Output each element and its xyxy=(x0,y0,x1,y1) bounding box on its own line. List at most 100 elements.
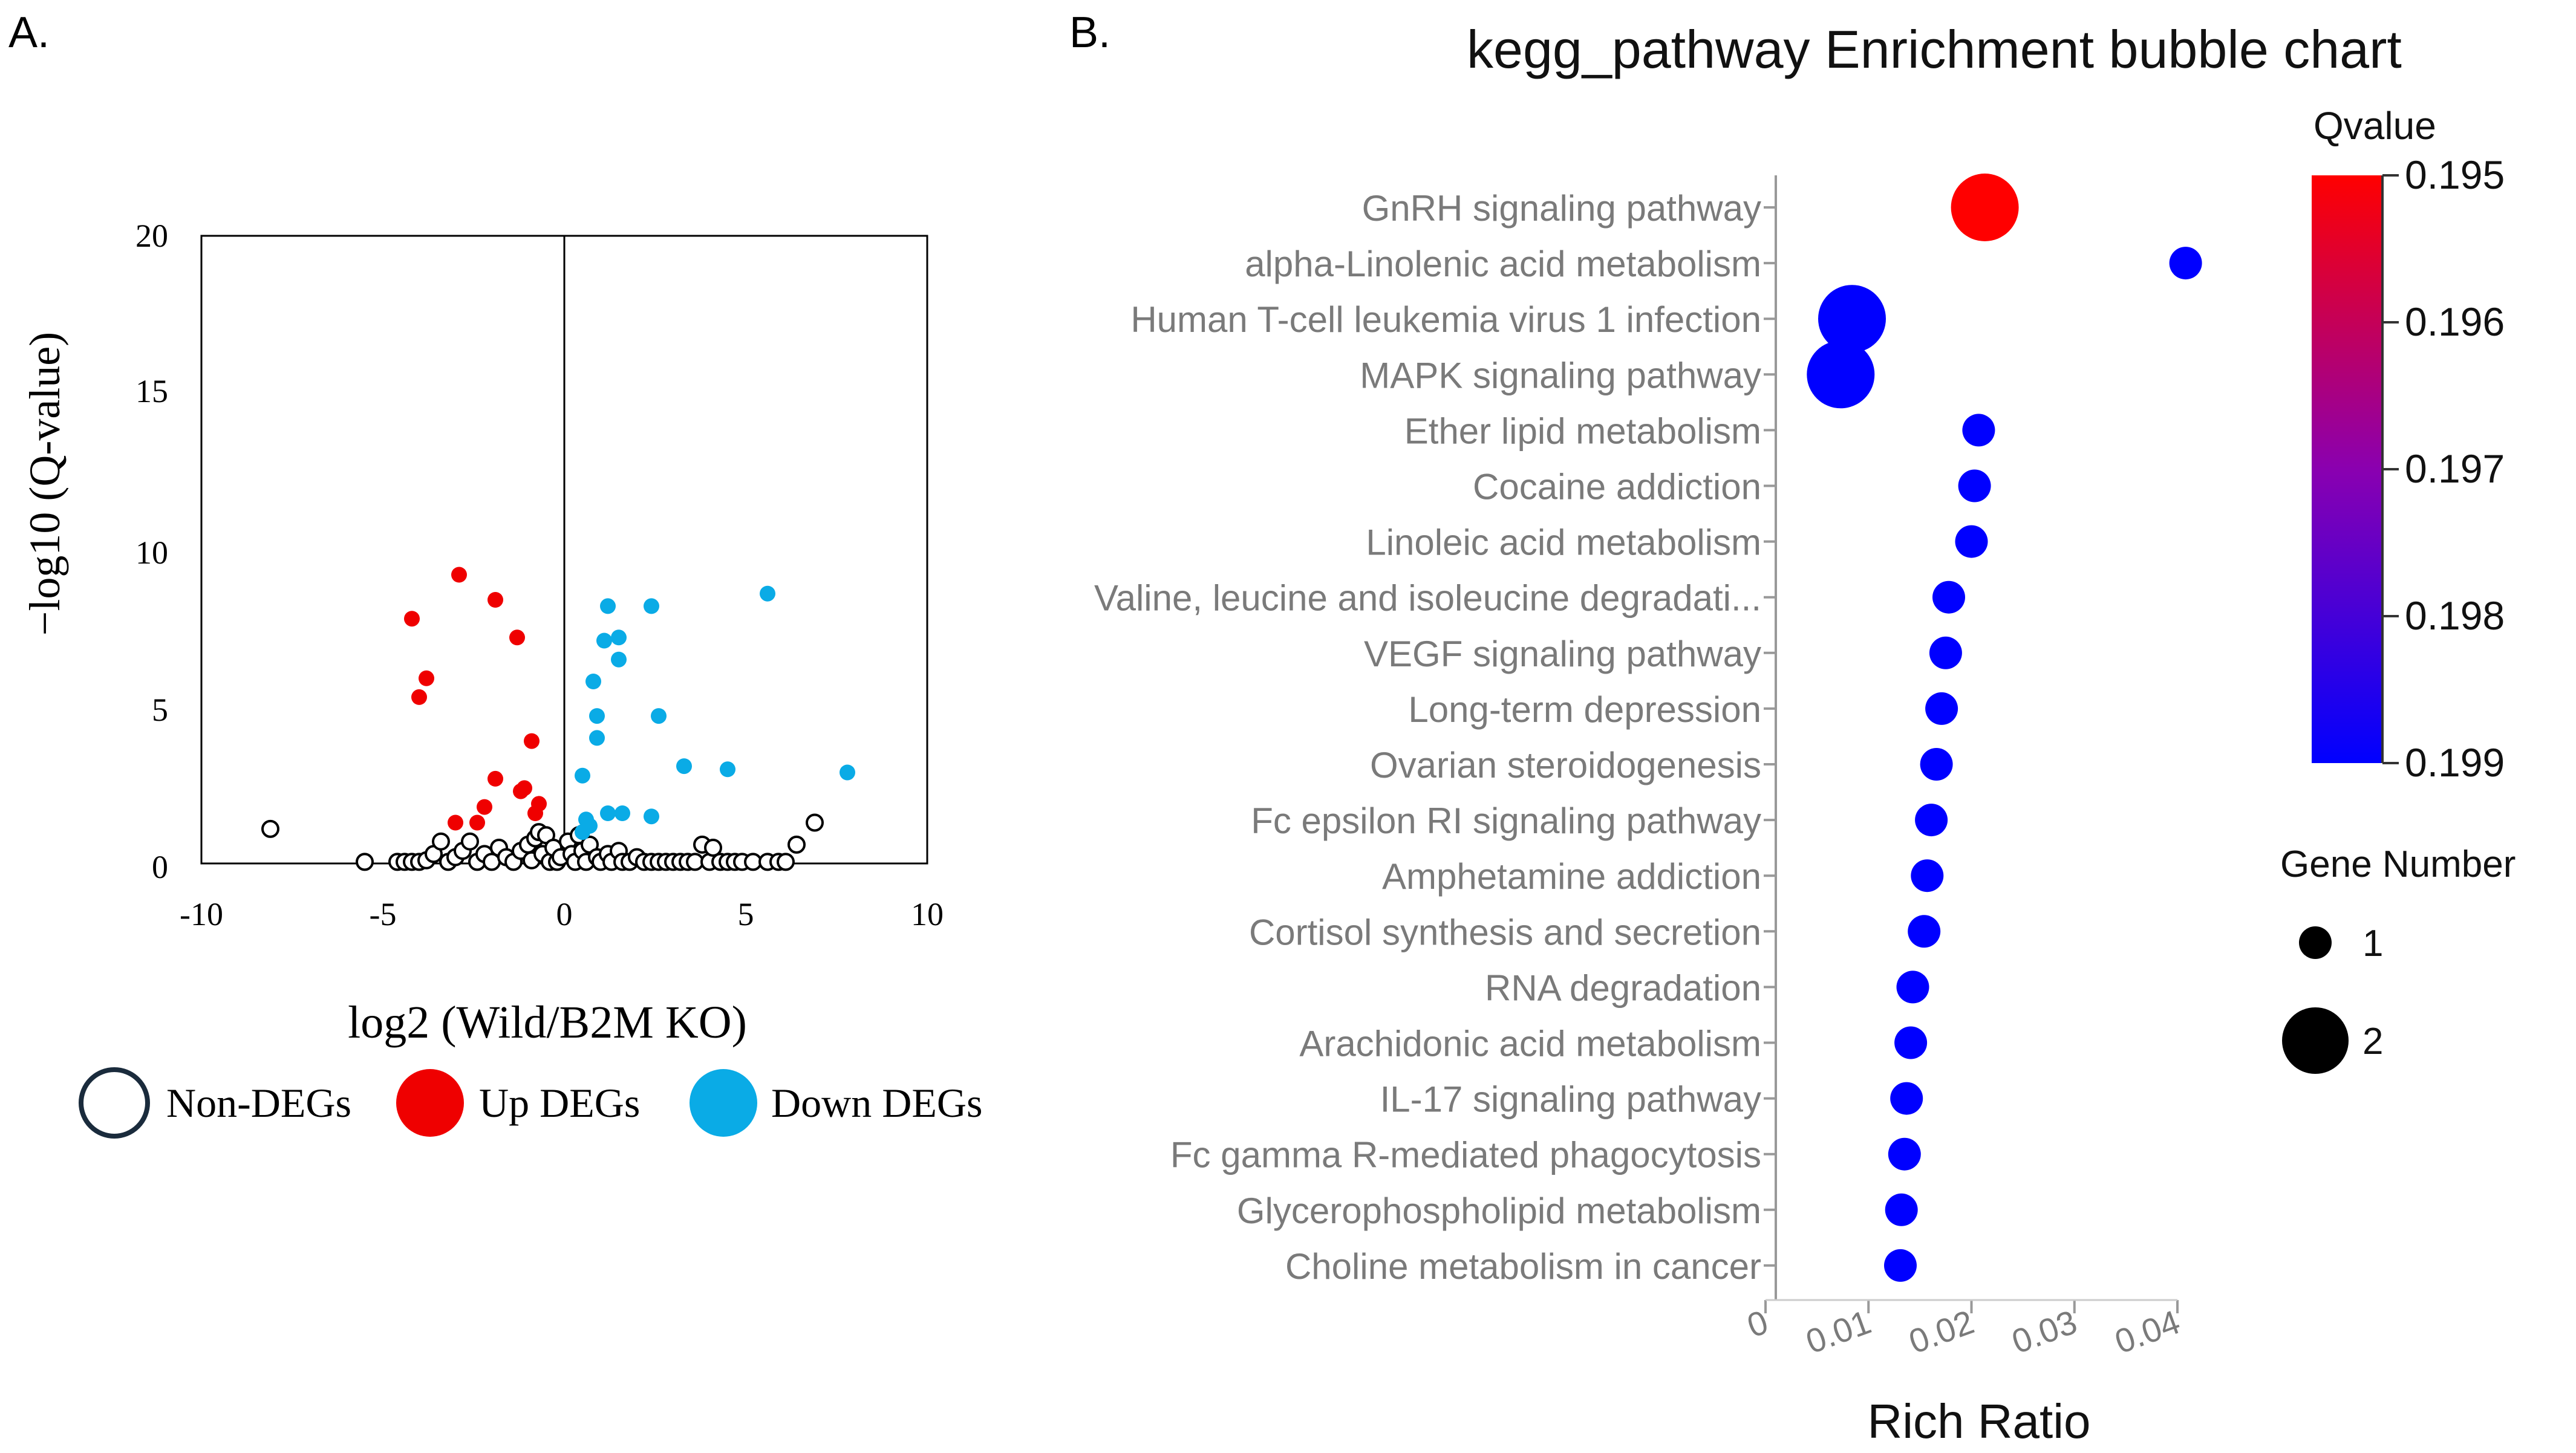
non-deg-point xyxy=(356,853,374,871)
pathway-label: alpha-Linolenic acid metabolism xyxy=(1245,244,1761,284)
pathway-label: Human T-cell leukemia virus 1 infection xyxy=(1130,299,1761,340)
pathway-label: VEGF signaling pathway xyxy=(1364,634,1761,674)
volcano-y-tick-labels: 0 5 10 15 20 xyxy=(135,218,168,885)
pathway-bubble xyxy=(1958,469,1991,502)
down-deg-point xyxy=(615,805,630,821)
down-deg-point xyxy=(575,824,590,840)
down-deg-point xyxy=(596,632,612,649)
legend-down-degs-marker xyxy=(690,1069,757,1137)
up-deg-point xyxy=(487,592,503,608)
volcano-points xyxy=(261,567,855,871)
legend-up-degs-label: Up DEGs xyxy=(479,1080,640,1126)
up-deg-point xyxy=(524,733,540,749)
panel-b-label: B. xyxy=(1069,8,1110,57)
pathway-bubble xyxy=(1925,692,1958,725)
up-deg-point xyxy=(469,814,485,831)
legend-non-degs-label: Non-DEGs xyxy=(166,1080,351,1126)
bubble-x-tick-label: 0.04 xyxy=(2110,1302,2185,1360)
down-deg-point xyxy=(644,598,659,614)
bubble-chart-title: kegg_pathway Enrichment bubble chart xyxy=(1467,19,2402,79)
volcano-x-tick: 5 xyxy=(738,896,754,932)
bubble-x-tick-label: 0 xyxy=(1742,1302,1773,1345)
pathway-label: MAPK signaling pathway xyxy=(1360,355,1761,395)
up-deg-point xyxy=(509,629,525,646)
pathway-label: Amphetamine addiction xyxy=(1382,856,1761,897)
legend-up-degs-marker xyxy=(396,1069,464,1137)
down-deg-point xyxy=(840,764,855,781)
pathway-bubble xyxy=(1807,340,1875,409)
pathway-bubble xyxy=(1894,1026,1928,1059)
gene-number-legend: Gene Number 1 2 xyxy=(2280,844,2516,1074)
legend-down-degs-label: Down DEGs xyxy=(771,1080,982,1126)
up-deg-point xyxy=(487,770,503,787)
volcano-y-tick: 15 xyxy=(135,373,168,409)
pathway-bubble xyxy=(1908,915,1941,948)
pathway-label: Ether lipid metabolism xyxy=(1404,411,1761,451)
non-deg-point xyxy=(432,832,450,851)
pathway-bubble xyxy=(1929,636,1962,669)
volcano-x-tick-labels: -10 -5 0 5 10 xyxy=(180,896,944,932)
gene-number-legend-title: Gene Number xyxy=(2280,844,2516,885)
down-deg-point xyxy=(589,730,605,746)
pathway-bubble xyxy=(1951,174,2019,241)
non-deg-point xyxy=(806,813,824,832)
pathway-label: Cortisol synthesis and secretion xyxy=(1249,912,1761,952)
bubble-x-ticks: 0 0.01 0.02 0.03 0.04 xyxy=(1742,1299,2185,1361)
volcano-y-tick: 0 xyxy=(152,849,168,885)
down-deg-point xyxy=(600,598,616,614)
volcano-y-tick: 20 xyxy=(135,218,168,254)
colorbar-tick-label: 0.197 xyxy=(2405,446,2505,491)
pathway-bubble xyxy=(1890,1082,1923,1115)
pathway-label: Fc epsilon RI signaling pathway xyxy=(1251,801,1761,841)
pathway-label: Cocaine addiction xyxy=(1473,467,1761,507)
pathway-bubble xyxy=(1818,285,1886,353)
gene-number-legend-label: 2 xyxy=(2362,1021,2383,1062)
panel-a: A. 0 5 10 15 20 -10 -5 0 5 10 −log10 (Q-… xyxy=(8,8,982,1139)
colorbar-tick-label: 0.199 xyxy=(2405,740,2505,785)
colorbar-ticks: 0.195 0.196 0.197 0.198 0.199 xyxy=(2382,152,2505,785)
pathway-bubble xyxy=(1920,748,1953,781)
colorbar-gradient xyxy=(2312,175,2382,763)
pathway-bubble xyxy=(1911,859,1944,892)
up-deg-point xyxy=(451,567,467,583)
pathway-bubble xyxy=(1962,414,1995,447)
pathway-label: Choline metabolism in cancer xyxy=(1285,1246,1761,1287)
pathway-label: Long-term depression xyxy=(1408,689,1761,730)
bubble-x-tick-label: 0.03 xyxy=(2007,1302,2082,1360)
panel-a-label: A. xyxy=(8,8,50,57)
up-deg-point xyxy=(513,783,529,799)
gene-number-legend-label: 1 xyxy=(2362,923,2383,964)
bubble-x-axis-label: Rich Ratio xyxy=(1867,1394,2090,1448)
down-deg-point xyxy=(611,629,627,646)
pathway-bubble xyxy=(1915,804,1948,837)
volcano-y-tick: 10 xyxy=(135,535,168,571)
up-deg-point xyxy=(411,689,427,705)
pathway-bubble xyxy=(1888,1137,1921,1171)
bubble-category-labels: GnRH signaling pathway alpha-Linolenic ac… xyxy=(1094,188,1776,1287)
up-deg-point xyxy=(527,805,543,821)
down-deg-point xyxy=(760,585,775,602)
gene-number-legend-marker-1 xyxy=(2299,926,2332,959)
up-deg-point xyxy=(448,814,463,831)
down-deg-point xyxy=(575,767,590,784)
up-deg-point xyxy=(404,611,420,627)
volcano-x-axis-label: log2 (Wild/B2M KO) xyxy=(348,997,747,1048)
bubble-points xyxy=(1807,174,2202,1282)
colorbar-tick-label: 0.195 xyxy=(2405,152,2505,197)
pathway-label: Fc gamma R-mediated phagocytosis xyxy=(1170,1135,1761,1175)
down-deg-point xyxy=(644,808,659,825)
bubble-x-tick-label: 0.01 xyxy=(1801,1302,1876,1360)
non-deg-point xyxy=(777,853,795,871)
down-deg-point xyxy=(720,761,735,778)
pathway-label: Arachidonic acid metabolism xyxy=(1299,1024,1761,1064)
pathway-bubble xyxy=(2169,247,2202,280)
pathway-label: IL-17 signaling pathway xyxy=(1380,1079,1761,1120)
pathway-bubble xyxy=(1896,970,1929,1004)
volcano-x-tick: 10 xyxy=(911,896,944,932)
colorbar-tick-label: 0.196 xyxy=(2405,299,2505,344)
non-deg-point xyxy=(461,832,479,851)
down-deg-point xyxy=(676,758,692,775)
colorbar-title: Qvalue xyxy=(2314,104,2436,148)
panel-b: B. kegg_pathway Enrichment bubble chart … xyxy=(1069,8,2516,1448)
up-deg-point xyxy=(477,799,492,815)
